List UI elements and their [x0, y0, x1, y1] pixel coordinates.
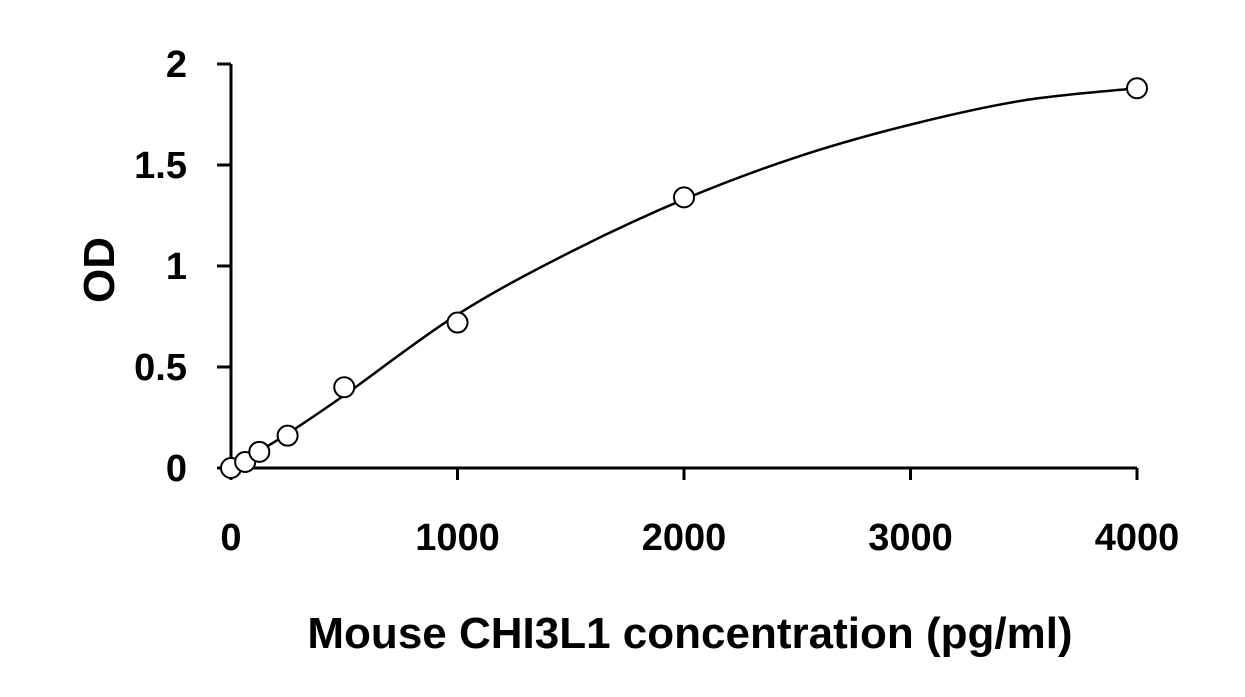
axes [229, 64, 1137, 470]
data-point [673, 186, 695, 209]
fit-curve [230, 86, 1138, 470]
data-markers [220, 77, 1148, 479]
y-tick-label: 0 [166, 448, 187, 490]
y-tick-label: 1 [166, 246, 187, 288]
y-axis-title: OD [75, 237, 124, 303]
x-tick-label: 3000 [868, 517, 953, 559]
x-tick-label: 4000 [1095, 517, 1180, 559]
data-point [248, 440, 271, 463]
data-point [446, 311, 469, 334]
x-tick-label: 0 [220, 517, 241, 559]
data-point [276, 424, 299, 447]
plot-area [230, 86, 1138, 470]
x-axis-title: Mouse CHI3L1 concentration (pg/ml) [307, 609, 1072, 658]
axis-ticks: 0 0.5 1 1.5 2 0 1000 2000 3000 4000 [134, 44, 1179, 559]
y-tick-label: 2 [166, 44, 187, 86]
x-tick-label: 1000 [415, 517, 500, 559]
data-point [1126, 77, 1148, 100]
data-point [333, 376, 356, 399]
y-tick-label: 1.5 [134, 145, 187, 187]
y-tick-label: 0.5 [134, 347, 187, 389]
x-tick-label: 2000 [642, 517, 727, 559]
